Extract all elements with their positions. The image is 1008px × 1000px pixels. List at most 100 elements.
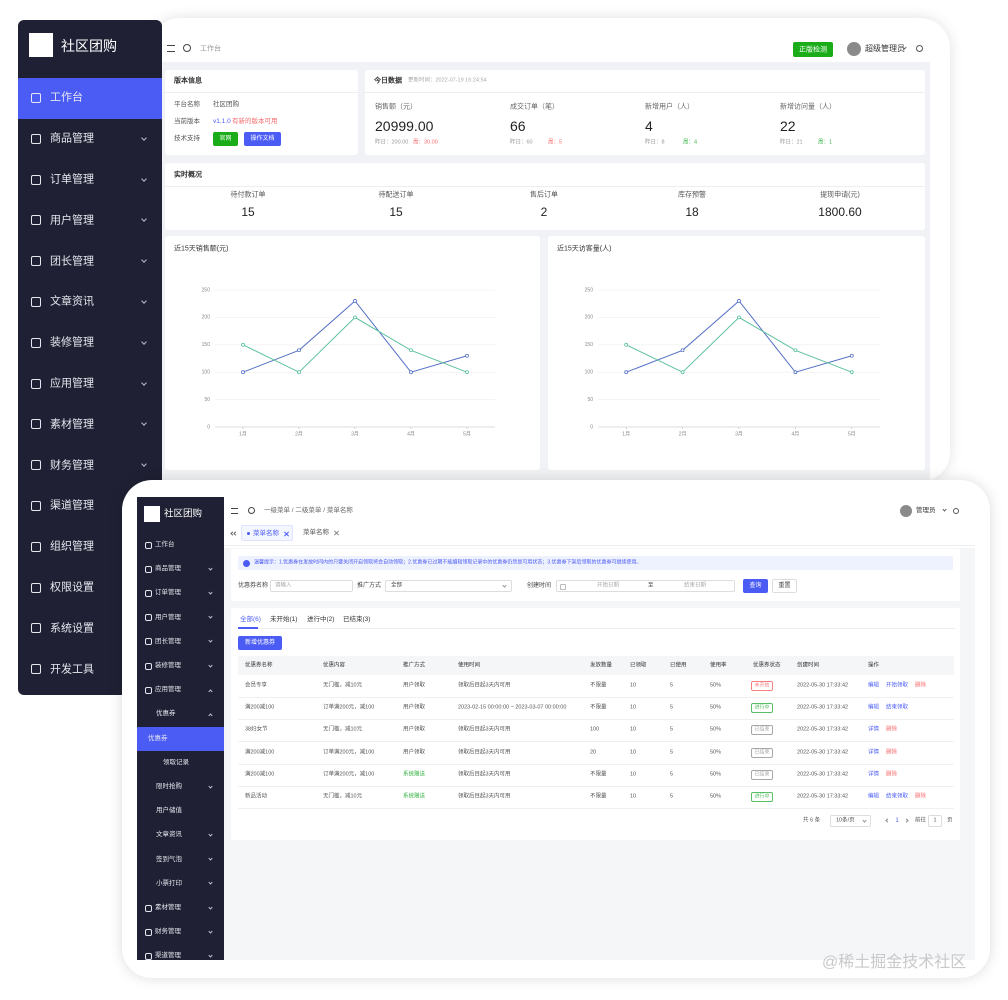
user-name[interactable]: 管理员: [916, 506, 936, 514]
row-action[interactable]: 编辑: [868, 704, 880, 711]
menu-label[interactable]: 签到气泡: [156, 855, 182, 863]
menu-item[interactable]: 优惠券: [137, 726, 224, 751]
menu-toggle-icon[interactable]: [231, 508, 238, 514]
menu-label[interactable]: 订单管理: [155, 589, 181, 597]
user-name[interactable]: 超级管理员: [865, 44, 905, 53]
menu-label[interactable]: 应用管理: [50, 377, 94, 390]
page-tab[interactable]: 菜单名称: [241, 525, 293, 541]
menu-label[interactable]: 优惠券: [148, 734, 168, 742]
menu-item[interactable]: 商品管理: [18, 119, 162, 160]
status-tab[interactable]: 未开始(1): [270, 615, 298, 623]
menu-item[interactable]: 优惠券: [137, 702, 224, 726]
row-action[interactable]: 删除: [886, 771, 898, 778]
row-action[interactable]: 删除: [886, 748, 898, 755]
goto-input[interactable]: 1: [928, 815, 942, 827]
tab-close[interactable]: [284, 531, 289, 536]
menu-item[interactable]: 文章资讯: [18, 282, 162, 323]
menu-item[interactable]: 素材管理: [137, 896, 224, 920]
menu-item[interactable]: 财务管理: [18, 445, 162, 486]
menu-item[interactable]: 文章资讯: [137, 823, 224, 847]
row-action[interactable]: 详情: [868, 748, 880, 755]
row-action[interactable]: 详情: [868, 771, 880, 778]
menu-item[interactable]: 团长管理: [18, 241, 162, 282]
menu-item[interactable]: 渠道管理: [18, 486, 162, 527]
menu-item[interactable]: 权限设置: [18, 568, 162, 609]
menu-label[interactable]: 用户管理: [50, 214, 94, 227]
menu-label[interactable]: 工作台: [155, 540, 175, 548]
settings-icon[interactable]: [916, 45, 923, 52]
status-tab[interactable]: 进行中(2): [307, 615, 335, 623]
support-button[interactable]: 操作文档: [244, 132, 281, 146]
search-button[interactable]: 查询: [743, 579, 768, 593]
add-button[interactable]: 新增优惠券: [238, 636, 282, 650]
menu-label[interactable]: 用户储值: [156, 807, 182, 815]
menu-item[interactable]: 组织管理: [18, 527, 162, 568]
menu-label[interactable]: 素材管理: [50, 418, 94, 431]
row-action[interactable]: 详情: [868, 726, 880, 733]
status-tab[interactable]: 已结束(3): [343, 615, 371, 623]
menu-item[interactable]: 装修管理: [137, 654, 224, 678]
menu-item[interactable]: 团长管理: [137, 630, 224, 654]
current-page[interactable]: 1: [895, 818, 899, 824]
promo-select[interactable]: 全部: [385, 580, 512, 592]
search-label[interactable]: 查询: [749, 583, 762, 589]
status-tab[interactable]: 全部(6): [240, 615, 261, 623]
reset-label[interactable]: 重置: [778, 583, 791, 589]
menu-label[interactable]: 财务管理: [155, 928, 181, 936]
row-action[interactable]: 删除: [915, 682, 927, 689]
row-action[interactable]: 结束领取: [886, 704, 909, 711]
menu-item[interactable]: 素材管理: [18, 404, 162, 445]
row-action[interactable]: 结束领取: [886, 793, 909, 800]
menu-item[interactable]: 商品管理: [137, 557, 224, 581]
menu-label[interactable]: 财务管理: [50, 459, 94, 472]
tab-close[interactable]: [334, 530, 339, 535]
check-button-label[interactable]: 正版检测: [799, 46, 827, 53]
menu-item[interactable]: 财务管理: [137, 920, 224, 944]
menu-item[interactable]: 开发工具: [18, 649, 162, 690]
menu-label[interactable]: 权限设置: [50, 581, 94, 594]
page-size-select[interactable]: 10条/页: [830, 815, 871, 827]
reset-button[interactable]: 重置: [772, 579, 797, 593]
menu-item[interactable]: 签到气泡: [137, 848, 224, 872]
refresh-icon[interactable]: [183, 44, 191, 52]
menu-label[interactable]: 领取记录: [163, 758, 189, 766]
menu-item[interactable]: 应用管理: [18, 364, 162, 405]
tab-label[interactable]: 菜单名称: [303, 528, 329, 536]
menu-label[interactable]: 开发工具: [50, 663, 94, 676]
menu-label[interactable]: 团长管理: [50, 255, 94, 268]
menu-item[interactable]: 工作台: [18, 78, 162, 119]
menu-label[interactable]: 工作台: [50, 91, 83, 104]
menu-item[interactable]: 订单管理: [18, 160, 162, 201]
settings-icon[interactable]: [953, 508, 959, 514]
menu-item[interactable]: 订单管理: [137, 581, 224, 605]
menu-label[interactable]: 渠道管理: [50, 499, 94, 512]
menu-label[interactable]: 限时抢购: [156, 782, 182, 790]
menu-label[interactable]: 素材管理: [155, 903, 181, 911]
name-input[interactable]: 请输入: [270, 580, 353, 592]
menu-item[interactable]: 限时抢购: [137, 775, 224, 799]
menu-item[interactable]: 工作台: [137, 533, 224, 557]
menu-label[interactable]: 文章资讯: [50, 295, 94, 308]
menu-item[interactable]: 小票打印: [137, 872, 224, 896]
menu-label[interactable]: 装修管理: [50, 336, 94, 349]
menu-item[interactable]: 用户管理: [18, 200, 162, 241]
menu-item[interactable]: 用户储值: [137, 799, 224, 823]
menu-item[interactable]: 装修管理: [18, 323, 162, 364]
menu-label[interactable]: 团长管理: [155, 637, 181, 645]
support-button-label[interactable]: 操作文档: [250, 136, 275, 142]
menu-label[interactable]: 装修管理: [155, 661, 181, 669]
menu-label[interactable]: 用户管理: [155, 613, 181, 621]
row-action[interactable]: 编辑: [868, 793, 880, 800]
date-range[interactable]: 开始日期 至 结束日期: [556, 580, 735, 592]
row-action[interactable]: 删除: [886, 726, 898, 733]
menu-label[interactable]: 优惠券: [156, 710, 176, 718]
menu-label[interactable]: 商品管理: [155, 565, 181, 573]
menu-toggle-icon[interactable]: [167, 45, 175, 52]
menu-label[interactable]: 应用管理: [155, 686, 181, 694]
refresh-icon[interactable]: [248, 507, 255, 514]
menu-label[interactable]: 渠道管理: [155, 952, 181, 960]
menu-label[interactable]: 小票打印: [156, 879, 182, 887]
row-action[interactable]: 删除: [915, 793, 927, 800]
menu-item[interactable]: 用户管理: [137, 606, 224, 630]
menu-label[interactable]: 系统设置: [50, 622, 94, 635]
